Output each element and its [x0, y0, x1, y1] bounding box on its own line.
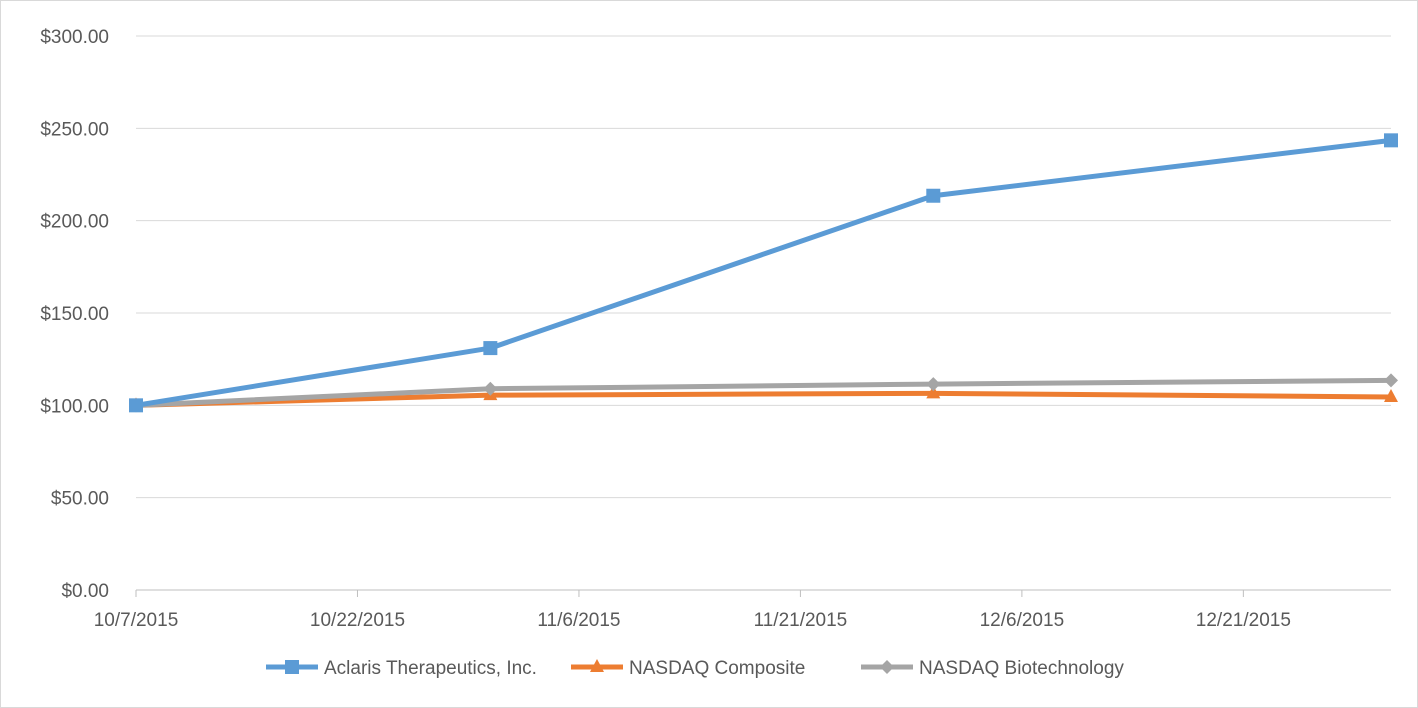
data-point — [483, 341, 498, 356]
x-tick-label: 12/6/2015 — [980, 610, 1065, 631]
legend-label: Aclaris Therapeutics, Inc. — [324, 658, 537, 679]
x-tick-label: 12/21/2015 — [1196, 610, 1291, 631]
x-axis-tick-labels: 10/7/2015 10/22/2015 11/6/2015 11/21/2015 12… — [94, 610, 1291, 631]
series-line — [133, 377, 1394, 408]
y-tick-label: $200.00 — [40, 212, 109, 233]
legend-swatch-marker — [285, 660, 299, 674]
series-lines — [129, 133, 1398, 413]
y-axis-tick-labels: $0.00 $50.00 $100.00 $150.00 $200.00 $250.00 $… — [40, 27, 109, 602]
legend-item: NASDAQ Composite — [571, 658, 805, 679]
y-tick-label: $150.00 — [40, 304, 109, 325]
legend-label: NASDAQ Composite — [629, 658, 805, 679]
x-tick-label: 10/7/2015 — [94, 610, 179, 631]
legend-swatch-marker — [590, 659, 604, 672]
series-line — [133, 390, 1394, 408]
x-tick-label: 11/21/2015 — [754, 610, 848, 631]
y-tick-label: $300.00 — [40, 27, 109, 48]
data-point — [1384, 389, 1398, 403]
y-tick-label: $50.00 — [51, 489, 109, 510]
axes — [135, 589, 1391, 597]
gridlines — [136, 35, 1391, 499]
legend-label: NASDAQ Biotechnology — [919, 658, 1124, 679]
data-point — [926, 385, 941, 399]
series-aclaris-therapeutics-inc — [129, 133, 1398, 413]
x-tick-label: 10/22/2015 — [310, 610, 405, 631]
y-tick-label: $0.00 — [61, 581, 109, 602]
data-point — [926, 188, 941, 203]
data-point — [1384, 133, 1398, 148]
legend-swatch-marker — [880, 660, 894, 674]
legend-item: NASDAQ Biotechnology — [861, 658, 1124, 679]
series-line — [133, 137, 1394, 408]
data-point — [129, 398, 143, 413]
legend: Aclaris Therapeutics, Inc. NASDAQ Composi… — [266, 658, 1124, 679]
y-tick-label: $100.00 — [40, 396, 109, 417]
data-point — [1384, 373, 1398, 388]
x-tick-label: 11/6/2015 — [537, 610, 620, 631]
data-point — [926, 377, 941, 392]
legend-item: Aclaris Therapeutics, Inc. — [266, 658, 537, 679]
y-tick-label: $250.00 — [40, 119, 109, 140]
data-point — [483, 381, 498, 396]
